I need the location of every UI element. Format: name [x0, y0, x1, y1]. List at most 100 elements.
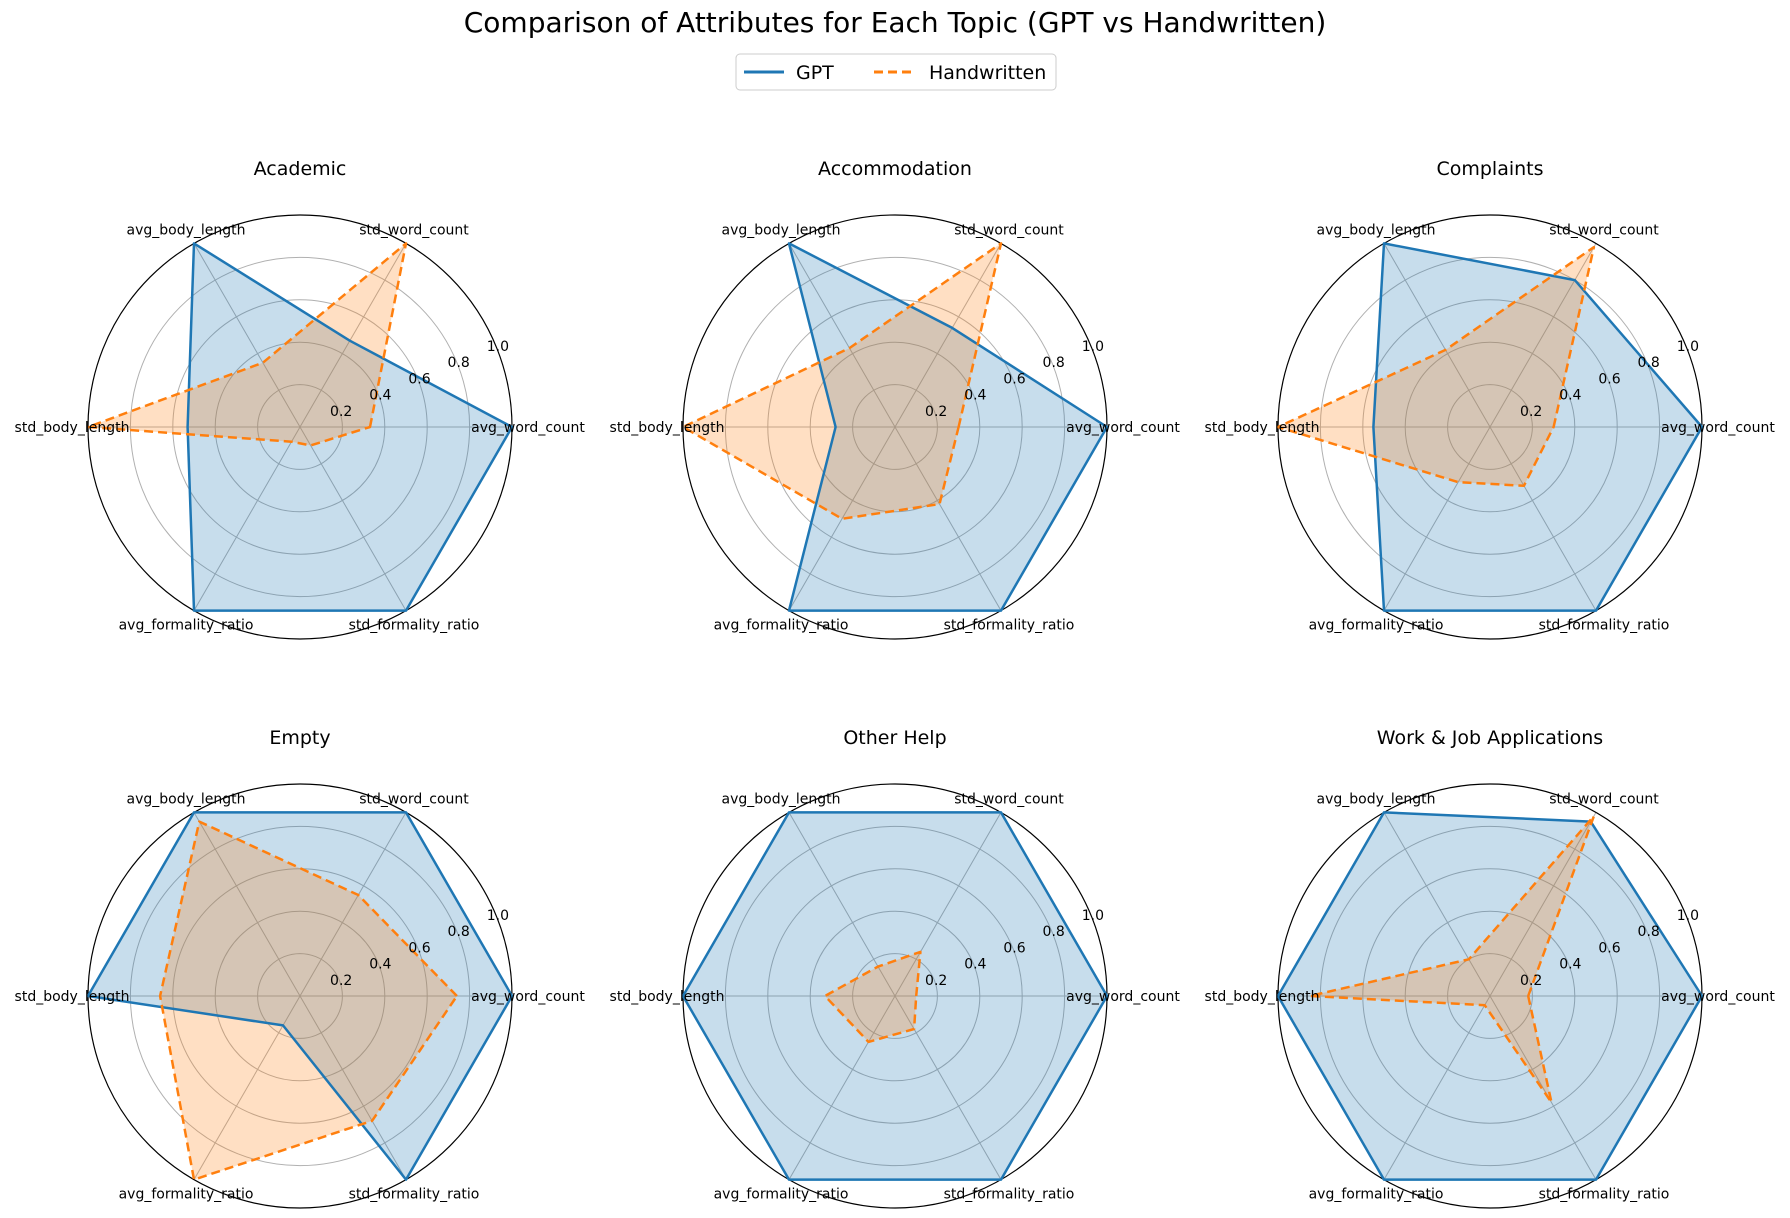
r-tick-label: 0.8: [1043, 924, 1065, 940]
radar-panel: Accommodation 0.2 0.4 0.6 0.8 1.0 avg_word_cou…: [610, 158, 1180, 640]
axis-label: std_formality_ratio: [349, 617, 480, 633]
axis-label: std_body_length: [15, 989, 130, 1005]
axis-label: std_body_length: [1205, 420, 1320, 436]
grid-spoke: [1489, 995, 1597, 1180]
panel-title: Accommodation: [818, 158, 972, 180]
r-tick-label: 1.0: [1082, 908, 1104, 924]
grid-spoke: [1383, 812, 1491, 997]
axis-label: avg_formality_ratio: [119, 1186, 254, 1202]
grid-spoke: [788, 995, 896, 1180]
r-tick-label: 0.8: [1638, 355, 1660, 371]
series-fill: [1373, 243, 1702, 611]
radar-panels: Academic0.20.40.60.81.0avg_word_countstd…: [15, 158, 1775, 1209]
r-tick-label: 0.6: [1003, 371, 1025, 387]
panel-title: Other Help: [843, 727, 946, 749]
panel-title: Empty: [269, 727, 330, 749]
axis-label: std_word_count: [1549, 792, 1659, 808]
r-tick-label: 0.4: [964, 957, 986, 973]
axis-label: std_formality_ratio: [1539, 1186, 1670, 1202]
axis-label: avg_word_count: [1661, 989, 1775, 1005]
series-fill: [1278, 247, 1594, 486]
series-line: [681, 811, 1109, 1181]
series-fill: [1278, 812, 1702, 1180]
grid-spoke: [894, 995, 1002, 1180]
axis-label: std_body_length: [1205, 989, 1320, 1005]
axis-label: avg_body_length: [1317, 223, 1436, 239]
grid-spoke: [1489, 426, 1597, 611]
grid-spoke: [193, 995, 301, 1180]
grid-spoke: [788, 243, 896, 428]
axis-label: avg_body_length: [722, 792, 841, 808]
grid-spoke: [299, 995, 407, 1180]
axis-label: std_formality_ratio: [944, 617, 1075, 633]
axis-label: avg_word_count: [1066, 989, 1180, 1005]
axis-label: avg_word_count: [1066, 420, 1180, 436]
axis-label: std_formality_ratio: [1539, 617, 1670, 633]
axis-label: avg_body_length: [127, 792, 246, 808]
grid-spoke: [1383, 243, 1491, 428]
axis-label: avg_body_length: [722, 223, 841, 239]
r-tick-label: 0.8: [448, 355, 470, 371]
series-fill: [160, 821, 457, 1180]
grid-spoke: [894, 426, 1002, 611]
panel-title: Complaints: [1436, 158, 1543, 180]
axis-label: std_body_length: [610, 989, 725, 1005]
legend: GPT Handwritten: [735, 53, 1057, 91]
r-tick-label: 0.2: [1520, 404, 1542, 420]
series-line: [787, 242, 1109, 612]
r-tick-label: 1.0: [487, 339, 509, 355]
grid-spoke: [299, 243, 407, 428]
axis-label: std_word_count: [954, 792, 1064, 808]
axis-label: avg_word_count: [471, 989, 585, 1005]
r-tick-label: 1.0: [487, 908, 509, 924]
axis-label: std_word_count: [359, 223, 469, 239]
grid-spoke: [894, 812, 1002, 997]
r-tick-label: 0.4: [1559, 388, 1581, 404]
r-tick-label: 0.4: [369, 388, 391, 404]
grid-spoke: [193, 243, 301, 428]
axis-label: avg_body_length: [127, 223, 246, 239]
r-tick-label: 1.0: [1677, 339, 1699, 355]
r-tick-label: 0.2: [925, 973, 947, 989]
r-tick-label: 0.4: [1559, 957, 1581, 973]
series-line: [1276, 245, 1596, 488]
grid-spoke: [299, 812, 407, 997]
r-tick-label: 0.6: [408, 940, 430, 956]
axis-label: avg_word_count: [1661, 420, 1775, 436]
radar-panel: Work & Job Applications 0.2 0.4 0.6 0.8 1.0 av…: [1205, 727, 1775, 1209]
r-tick-label: 1.0: [1677, 908, 1699, 924]
series-fill: [187, 243, 512, 611]
series-fill: [1309, 816, 1594, 1103]
grid-spoke: [1383, 995, 1491, 1180]
grid-spoke: [788, 426, 896, 611]
r-tick-label: 0.6: [1598, 940, 1620, 956]
r-tick-label: 0.8: [448, 924, 470, 940]
r-tick-label: 0.2: [1520, 973, 1542, 989]
radar-panel: Empty 0.2 0.4 0.6 0.8 1.0 avg_word_count std_wo…: [15, 727, 585, 1209]
radar-panel: Academic0.20.40.60.81.0avg_word_countstd…: [15, 158, 585, 640]
series-fill: [683, 812, 1107, 1180]
series-line: [158, 820, 459, 1181]
r-tick-label: 0.2: [330, 404, 352, 420]
series-fill: [789, 243, 1107, 611]
axis-label: std_formality_ratio: [944, 1186, 1075, 1202]
grid-spoke: [299, 426, 407, 611]
grid-spoke: [894, 243, 1002, 428]
axis-label: avg_formality_ratio: [1309, 1186, 1444, 1202]
axis-label: std_word_count: [359, 792, 469, 808]
axis-label: avg_formality_ratio: [714, 1186, 849, 1202]
r-tick-label: 0.8: [1638, 924, 1660, 940]
grid-spoke: [1489, 243, 1597, 428]
r-tick-label: 0.4: [964, 388, 986, 404]
r-tick-label: 0.2: [925, 404, 947, 420]
series-line: [86, 242, 408, 447]
grid-spoke: [193, 426, 301, 611]
grid-spoke: [1489, 812, 1597, 997]
axis-label: std_body_length: [15, 420, 130, 436]
r-tick-label: 0.2: [330, 973, 352, 989]
series-line: [86, 811, 514, 1181]
legend-gpt-label: GPT: [796, 62, 834, 84]
axis-label: avg_body_length: [1317, 792, 1436, 808]
panel-title: Academic: [254, 158, 347, 180]
